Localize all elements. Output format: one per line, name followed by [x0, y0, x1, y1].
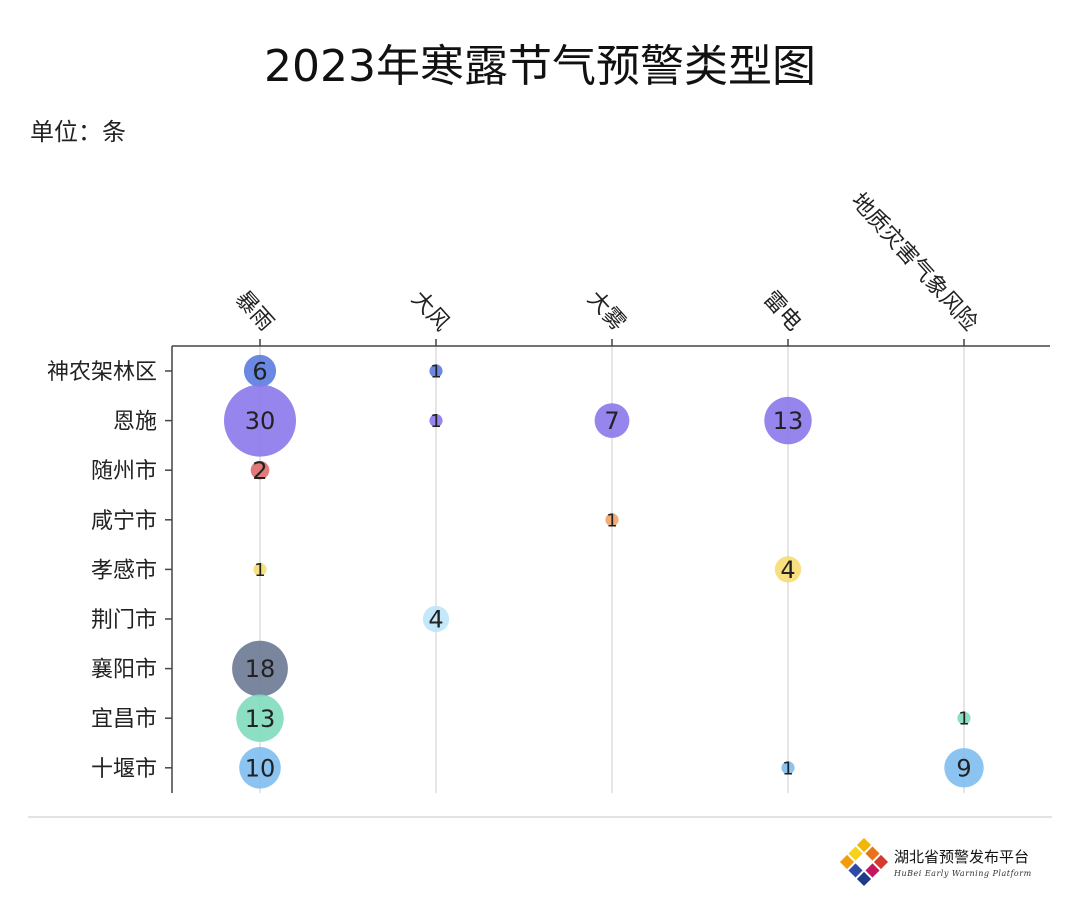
bubble-label-0: 6	[252, 358, 267, 386]
bubble-label-13: 1	[958, 709, 969, 730]
bubble-16	[944, 748, 984, 788]
bubble-label-12: 13	[245, 705, 276, 733]
y-tick-label-4: 孝感市	[91, 558, 157, 583]
y-tick-label-6: 襄阳市	[91, 658, 157, 683]
platform-logo-icon	[839, 837, 889, 887]
y-tick-label-3: 咸宁市	[91, 509, 157, 534]
x-tick-label-4: 地质灾害气象风险	[846, 188, 982, 336]
platform-name-en: HuBei Early Warning Platform	[894, 869, 1032, 878]
bubble-5	[764, 396, 812, 445]
bubble-14	[239, 747, 281, 789]
bubble-4	[594, 403, 630, 438]
bubble-label-14: 10	[245, 754, 276, 782]
bubble-0	[243, 354, 277, 388]
y-tick-label-5: 荆门市	[91, 608, 157, 633]
bubble-12	[236, 694, 284, 742]
bubble-8	[253, 562, 267, 576]
y-tick-label-0: 神农架林区	[47, 360, 157, 385]
y-tick-label-7: 宜昌市	[91, 707, 157, 732]
bubble-13	[957, 711, 971, 725]
y-tick-label-8: 十堰市	[91, 757, 157, 782]
bubble-9	[774, 556, 802, 583]
platform-name-cn: 湖北省预警发布平台	[894, 848, 1030, 866]
bubble-3	[429, 414, 443, 428]
bubble-7	[605, 513, 619, 527]
bubble-label-16: 9	[956, 754, 971, 782]
bubbles	[224, 354, 984, 789]
bubble-label-8: 1	[254, 560, 265, 581]
platform-logo: 湖北省预警发布平台 HuBei Early Warning Platform	[836, 832, 1056, 896]
axes	[165, 339, 1050, 793]
y-tick-label-2: 随州市	[91, 459, 157, 484]
unit-label: 单位：条	[30, 118, 126, 146]
bubble-label-6: 2	[252, 457, 267, 485]
bubble-label-11: 18	[245, 655, 276, 683]
bubble-10	[422, 605, 450, 633]
bubble-6	[250, 460, 270, 480]
x-tick-label-1: 大风	[406, 287, 454, 336]
x-tick-label-3: 雷电	[758, 287, 806, 336]
bubble-2	[224, 384, 296, 457]
bubble-label-9: 4	[780, 556, 795, 584]
bubble-label-7: 1	[606, 510, 617, 531]
bubble-label-10: 4	[428, 606, 443, 634]
footer-divider	[28, 816, 1052, 818]
bubble-1	[429, 364, 443, 378]
chart-title: 2023年寒露节气预警类型图	[264, 41, 816, 92]
bubble-label-15: 1	[782, 758, 793, 779]
bubble-label-3: 1	[430, 411, 441, 432]
x-tick-label-2: 大雾	[582, 287, 630, 336]
bubble-label-5: 13	[773, 407, 804, 435]
bubble-15	[781, 761, 795, 775]
bubble-label-4: 7	[604, 407, 619, 435]
x-axis-labels: 暴雨 大风 大雾 雷电 地质灾害气象风险	[230, 188, 982, 336]
bubble-label-2: 30	[245, 407, 276, 435]
x-tick-label-0: 暴雨	[230, 287, 278, 336]
bubble-label-1: 1	[430, 361, 441, 382]
bubble-11	[232, 640, 288, 697]
y-tick-label-1: 恩施	[113, 410, 157, 435]
